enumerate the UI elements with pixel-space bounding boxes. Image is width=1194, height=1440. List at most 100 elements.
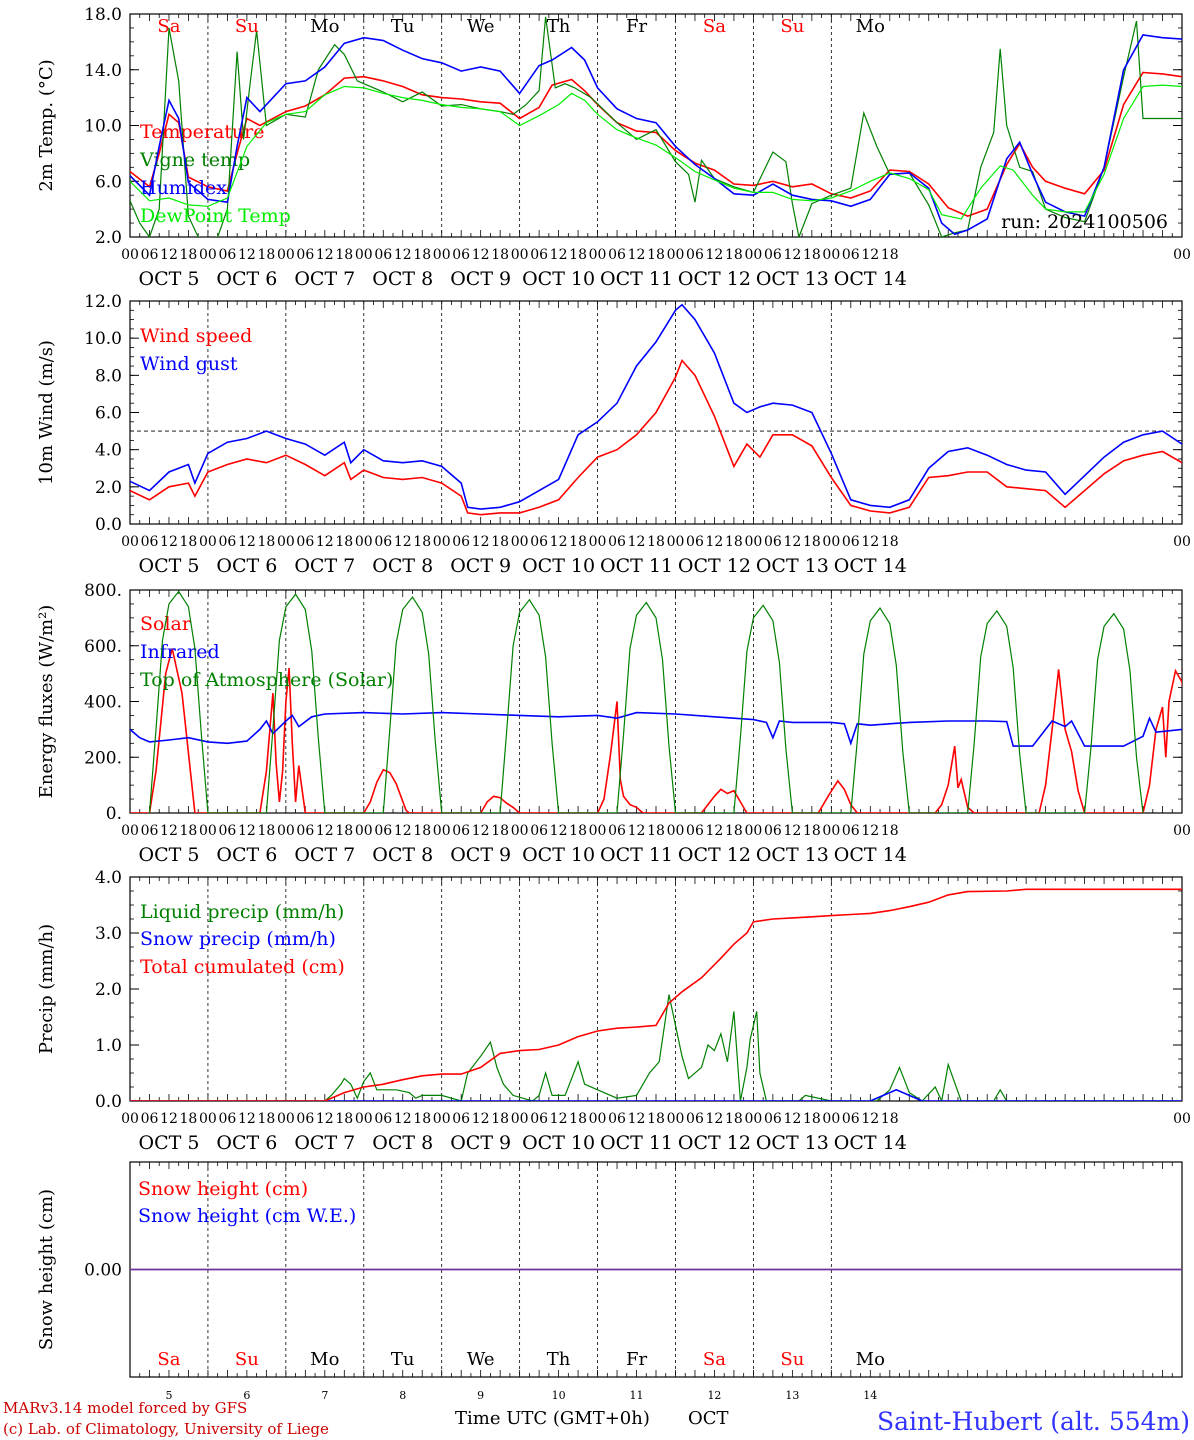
hour-tick-label: 00 (511, 823, 529, 839)
plot-frame (129, 589, 1183, 814)
hour-tick-label: 12 (238, 1111, 256, 1127)
hour-tick-label: 18 (803, 1111, 821, 1127)
y-tick-label: 1.0 (95, 1036, 122, 1056)
hour-tick-label: 12 (706, 1111, 724, 1127)
hour-tick-label: 00 (433, 247, 451, 263)
day-number-label: 11 (630, 1389, 644, 1402)
date-label: OCT 7 (294, 1132, 355, 1154)
hour-tick-label: 00 (511, 247, 529, 263)
hour-tick-label: 12 (550, 823, 568, 839)
hour-tick-label: 00 (121, 534, 139, 550)
date-label: OCT 8 (372, 555, 433, 577)
hour-tick-label: 06 (686, 247, 704, 263)
hour-tick-label: 18 (180, 1111, 198, 1127)
hour-tick-label: 12 (394, 823, 412, 839)
hour-tick-label: 18 (335, 823, 353, 839)
hour-tick-label: 06 (530, 247, 548, 263)
day-number-label: 14 (863, 1389, 877, 1402)
hour-tick-label: 06 (686, 534, 704, 550)
hour-tick-label: 00 (667, 823, 685, 839)
date-label: OCT 13 (756, 844, 829, 866)
date-label: OCT 6 (216, 555, 277, 577)
hour-tick-label: 00 (199, 823, 217, 839)
hour-tick-label: 18 (647, 823, 665, 839)
hour-tick-label: 12 (628, 823, 646, 839)
date-label: OCT 14 (834, 268, 907, 290)
hour-tick-label: 18 (725, 534, 743, 550)
day-name-label: Sa (703, 16, 726, 37)
hour-tick-label: 18 (881, 247, 899, 263)
y-tick-label: 600. (84, 637, 122, 657)
y-tick-label: 12.0 (84, 292, 122, 312)
hour-tick-label: 18 (647, 247, 665, 263)
date-label: OCT 5 (139, 844, 200, 866)
y-tick-label: 400. (84, 693, 122, 713)
legend-entry: Infrared (140, 641, 220, 663)
hour-tick-label: 00 (589, 534, 607, 550)
hour-tick-label: 12 (394, 1111, 412, 1127)
date-label: OCT 9 (450, 268, 511, 290)
hour-tick-label: 12 (472, 534, 490, 550)
hour-tick-label: 12 (783, 247, 801, 263)
date-label: OCT 10 (522, 268, 595, 290)
date-label: OCT 7 (294, 555, 355, 577)
hour-tick-label: 18 (491, 1111, 509, 1127)
credit-line-2: (c) Lab. of Climatology, University of L… (3, 1420, 329, 1438)
hour-tick-label: 00 (121, 247, 139, 263)
hour-tick-label: 12 (861, 1111, 879, 1127)
day-name-label: Su (780, 1349, 804, 1370)
hour-tick-label: 06 (374, 534, 392, 550)
date-label: OCT 14 (834, 555, 907, 577)
hour-tick-label: 06 (218, 247, 236, 263)
hour-tick-label: 00 (277, 1111, 295, 1127)
hour-tick-label: 00 (744, 1111, 762, 1127)
hour-tick-label: 06 (296, 823, 314, 839)
hour-tick-label: 06 (296, 1111, 314, 1127)
hour-tick-label: 00 (1173, 247, 1191, 263)
y-axis-label: 10m Wind (m/s) (36, 340, 57, 485)
hour-tick-label: 00 (121, 1111, 139, 1127)
y-tick-label: 2.0 (95, 478, 122, 498)
hour-tick-label: 12 (550, 534, 568, 550)
hour-tick-label: 06 (764, 823, 782, 839)
hour-tick-label: 18 (257, 534, 275, 550)
day-name-label: Mo (856, 16, 885, 37)
date-label: OCT 6 (216, 844, 277, 866)
date-label: OCT 8 (372, 1132, 433, 1154)
hour-tick-label: 18 (803, 534, 821, 550)
panel-1: 2.0 6.0 10.0 14.0 18.0 2m Temp. (°C) Temperatu… (36, 5, 1191, 290)
date-label: OCT 5 (139, 1132, 200, 1154)
hour-tick-label: 06 (452, 247, 470, 263)
date-label: OCT 9 (450, 844, 511, 866)
hour-tick-label: 00 (121, 823, 139, 839)
legend-entry: Snow precip (mm/h) (140, 928, 336, 950)
hour-tick-label: 12 (316, 1111, 334, 1127)
date-label: OCT 14 (834, 1132, 907, 1154)
hour-tick-label: 06 (686, 823, 704, 839)
y-tick-label: 10.0 (84, 329, 122, 349)
hour-tick-label: 18 (257, 1111, 275, 1127)
legend-entry: DewPoint Temp (140, 205, 291, 227)
hour-tick-label: 12 (238, 534, 256, 550)
hour-tick-label: 18 (803, 247, 821, 263)
hour-tick-label: 00 (822, 247, 840, 263)
series-line-2 (130, 711, 1182, 747)
y-tick-label: 2.0 (95, 980, 122, 1000)
legend-entry: Humidex (140, 177, 227, 199)
y-axis-label: 2m Temp. (°C) (36, 59, 57, 191)
hour-tick-label: 00 (355, 1111, 373, 1127)
hour-tick-label: 06 (764, 1111, 782, 1127)
day-name-label: Fr (626, 16, 647, 37)
series-line-3 (148, 590, 1144, 813)
hour-tick-label: 18 (335, 1111, 353, 1127)
day-name-label: Su (235, 16, 259, 37)
hour-tick-label: 00 (277, 247, 295, 263)
date-label: OCT 8 (372, 844, 433, 866)
hour-tick-label: 12 (160, 247, 178, 263)
y-tick-label: 6.0 (95, 404, 122, 424)
hour-tick-label: 06 (452, 534, 470, 550)
hour-tick-label: 00 (199, 247, 217, 263)
y-tick-label: 0.0 (95, 515, 122, 535)
hour-tick-label: 18 (413, 823, 431, 839)
